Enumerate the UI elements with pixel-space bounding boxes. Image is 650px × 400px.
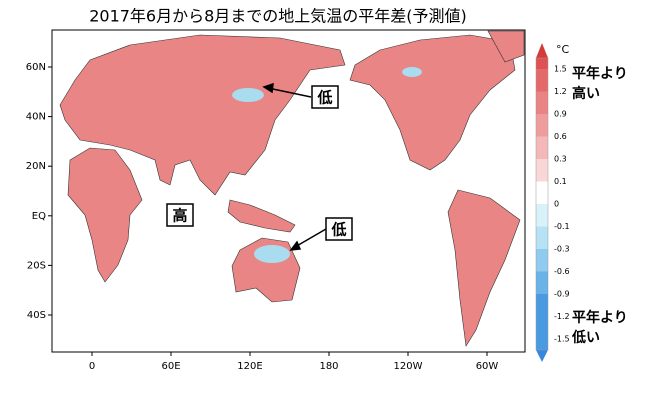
lat-tick-label: 60N — [26, 62, 46, 73]
lon-tick-label: 60E — [161, 361, 180, 372]
colorbar-segment — [536, 136, 548, 159]
colorbar-label: 0.6 — [554, 132, 567, 141]
colorbar-frame — [535, 57, 549, 351]
arrowhead — [289, 240, 302, 251]
colorbar-segment — [536, 114, 548, 137]
colorbar-label: -0.1 — [554, 222, 570, 231]
colorbar-segment — [536, 294, 548, 350]
colorbar-segment — [536, 181, 548, 204]
title: 2017年6月から8月までの地上気温の平年差(予測値) — [89, 7, 467, 26]
colorbar-segment — [536, 91, 548, 114]
colorbar-label: 0.9 — [554, 110, 567, 119]
low-label: 平年より — [572, 309, 628, 326]
colorbar-label: -0.3 — [554, 245, 570, 254]
map — [51, 29, 526, 353]
annotation: 高 — [172, 207, 187, 225]
annotation-box — [311, 85, 339, 109]
colorbar-top — [536, 43, 548, 58]
africa — [67, 147, 143, 283]
lon-tick-label: 120E — [237, 361, 262, 372]
colorbar-label: 0.3 — [554, 155, 567, 164]
high-label: 平年より — [572, 65, 628, 82]
colorbar-label: -1.5 — [554, 335, 570, 344]
annotation: 低 — [330, 221, 346, 239]
colorbar-bottom — [536, 350, 548, 362]
colorbar-segment — [536, 204, 548, 227]
colorbar-label: 0.1 — [554, 177, 567, 186]
cool-patch — [402, 67, 422, 77]
lon-tick-label: 60W — [476, 361, 499, 372]
lat-tick-label: EQ — [32, 211, 46, 222]
greenland — [487, 30, 525, 63]
colorbar-unit: °C — [556, 43, 570, 56]
south-america — [447, 189, 521, 347]
low-label: 低い — [571, 329, 600, 346]
annotation-box — [325, 217, 353, 241]
lat-tick-label: 40S — [27, 310, 46, 321]
colorbar-segment — [536, 226, 548, 249]
lat-tick-label: 40N — [26, 112, 46, 123]
lon-tick-label: 0 — [89, 361, 95, 372]
arrowhead — [262, 82, 274, 94]
annotation-box — [166, 203, 194, 227]
colorbar-segment — [536, 271, 548, 294]
lon-tick-label: 120W — [394, 361, 423, 372]
lat-tick-label: 20N — [26, 161, 46, 172]
arrows — [262, 82, 327, 251]
indonesia — [227, 199, 296, 233]
high-label: 高い — [572, 85, 600, 102]
cool-patch — [232, 88, 264, 102]
north-america — [349, 34, 516, 171]
colorbar-segment — [536, 58, 548, 69]
colorbar-segment — [536, 69, 548, 92]
eurasia — [59, 34, 346, 196]
colorbar-label: -1.2 — [554, 312, 570, 321]
annotation: 低 — [316, 89, 332, 107]
lon-tick-label: 180 — [319, 361, 338, 372]
colorbar-label: -0.6 — [554, 267, 570, 276]
arrow — [267, 87, 312, 98]
colorbar-segment — [536, 249, 548, 272]
colorbar-label: -0.9 — [554, 290, 570, 299]
arrow — [294, 228, 327, 248]
colorbar-segment — [536, 159, 548, 182]
lat-tick-label: 20S — [27, 260, 46, 271]
colorbar-label: 1.5 — [554, 65, 567, 74]
colorbar-label: 0 — [554, 200, 559, 209]
colorbar-label: 1.2 — [554, 87, 567, 96]
cool-patch — [254, 245, 290, 263]
